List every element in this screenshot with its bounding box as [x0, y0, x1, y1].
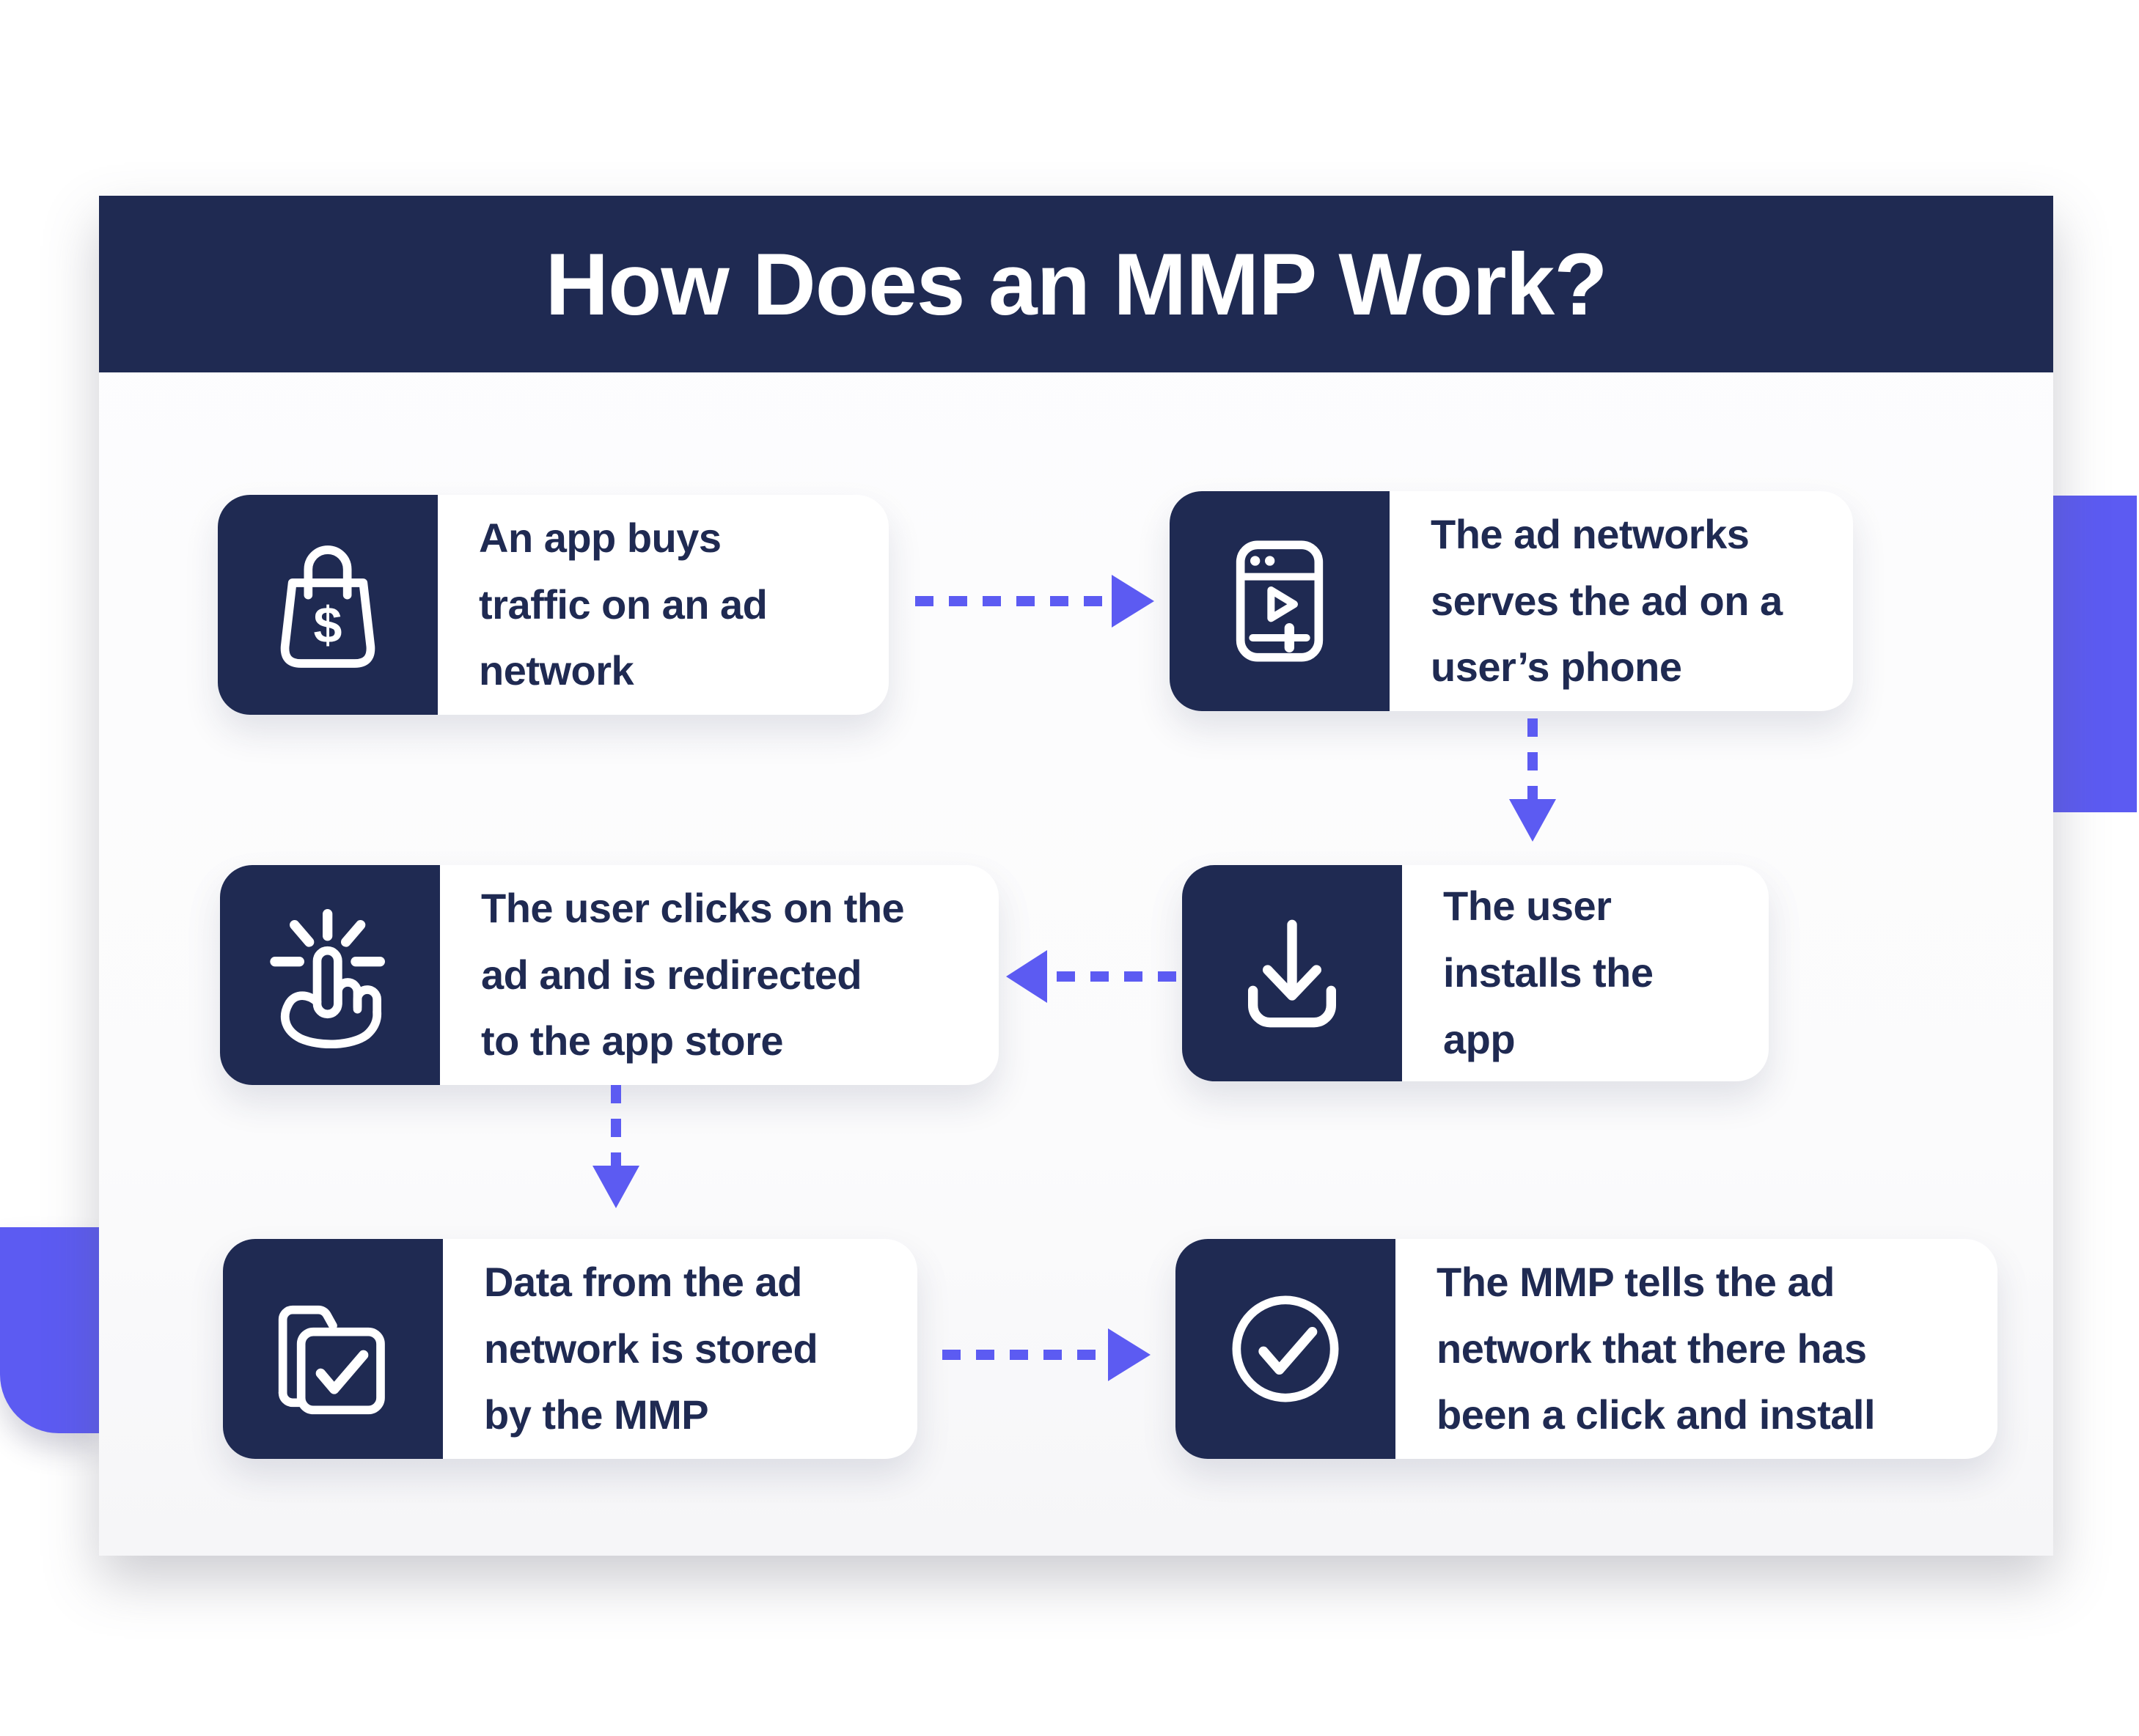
step-text: The ad networks serves the ad on a user’…: [1431, 510, 1783, 691]
step-text: Data from the ad network is stored by th…: [484, 1258, 818, 1438]
arrow-step5-to-step6: [942, 1328, 1151, 1381]
step-text-wrap: The MMP tells the ad network that there …: [1395, 1239, 1909, 1459]
step-icon-block: [1175, 1239, 1395, 1459]
step-card-store-data: Data from the ad network is stored by th…: [223, 1239, 917, 1459]
arrow-step3-to-step5: [592, 1085, 639, 1208]
step-text: The user installs the app: [1443, 883, 1654, 1062]
step-card-buy-traffic: $ An app buys traffic on an ad network: [218, 495, 889, 715]
step-text: The user clicks on the ad and is redirec…: [481, 884, 905, 1064]
step-text-wrap: The user clicks on the ad and is redirec…: [440, 865, 910, 1085]
circle-check-icon: [1232, 1295, 1339, 1402]
step-text: An app buys traffic on an ad network: [479, 514, 768, 694]
page-title: How Does an MMP Work?: [545, 235, 1607, 334]
step-text: The MMP tells the ad network that there …: [1437, 1258, 1876, 1438]
download-icon: [1248, 919, 1336, 1027]
arrow-step1-to-step2: [915, 575, 1154, 628]
video-ad-player-icon: [1236, 540, 1324, 662]
step-card-install-app: The user installs the app: [1182, 865, 1769, 1081]
step-card-serve-ad: The ad networks serves the ad on a user’…: [1170, 491, 1853, 711]
step-card-notify-network: The MMP tells the ad network that there …: [1175, 1239, 1997, 1459]
header-band: How Does an MMP Work?: [99, 196, 2053, 372]
folder-check-icon: [278, 1305, 385, 1415]
bottom-left-accent-shape: [0, 1227, 99, 1433]
step-icon-block: [1182, 865, 1402, 1081]
step-text-wrap: Data from the ad network is stored by th…: [443, 1239, 851, 1459]
arrow-step4-to-step3: [1006, 950, 1176, 1003]
dollar-symbol: $: [314, 597, 342, 654]
right-accent-bar: [2053, 496, 2137, 812]
tap-click-icon: [270, 909, 385, 1048]
step-text-wrap: The user installs the app: [1402, 865, 1696, 1081]
shopping-bag-dollar-icon: $: [280, 545, 375, 668]
step-text-wrap: An app buys traffic on an ad network: [438, 495, 823, 715]
step-card-click-ad: The user clicks on the ad and is redirec…: [220, 865, 999, 1085]
arrow-step2-to-step4: [1509, 718, 1556, 842]
step-icon-block: [220, 865, 440, 1085]
step-icon-block: $: [218, 495, 438, 715]
step-icon-block: [1170, 491, 1390, 711]
step-text-wrap: The ad networks serves the ad on a user’…: [1390, 491, 1786, 711]
step-icon-block: [223, 1239, 443, 1459]
